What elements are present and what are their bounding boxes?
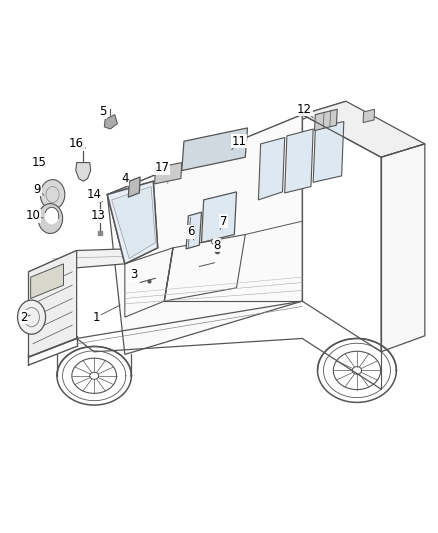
Polygon shape xyxy=(381,144,425,352)
Circle shape xyxy=(45,207,59,224)
Polygon shape xyxy=(363,109,374,123)
Circle shape xyxy=(38,204,63,233)
Text: 16: 16 xyxy=(69,138,84,150)
Text: 7: 7 xyxy=(219,215,227,228)
Text: 9: 9 xyxy=(33,183,41,196)
Polygon shape xyxy=(28,248,158,272)
Polygon shape xyxy=(107,181,158,264)
Text: 8: 8 xyxy=(213,239,220,252)
Polygon shape xyxy=(314,109,337,131)
Polygon shape xyxy=(31,264,64,298)
Polygon shape xyxy=(182,128,247,171)
Text: 3: 3 xyxy=(130,268,137,281)
Polygon shape xyxy=(112,187,155,259)
Polygon shape xyxy=(258,138,285,200)
Text: 11: 11 xyxy=(231,135,246,148)
Text: 14: 14 xyxy=(87,188,102,201)
Polygon shape xyxy=(28,251,77,357)
Polygon shape xyxy=(76,163,91,181)
Text: 15: 15 xyxy=(32,156,47,169)
Text: 2: 2 xyxy=(20,311,28,324)
Text: 17: 17 xyxy=(155,161,170,174)
Text: 6: 6 xyxy=(187,225,194,238)
Polygon shape xyxy=(201,192,237,243)
Text: 1: 1 xyxy=(92,311,100,324)
Polygon shape xyxy=(155,163,182,184)
Text: 13: 13 xyxy=(91,209,106,222)
Polygon shape xyxy=(107,115,302,354)
Circle shape xyxy=(40,180,65,209)
Polygon shape xyxy=(128,177,140,197)
Polygon shape xyxy=(285,129,313,193)
Polygon shape xyxy=(302,101,425,157)
Polygon shape xyxy=(107,101,346,195)
Text: 10: 10 xyxy=(25,209,40,222)
Text: 4: 4 xyxy=(121,172,129,185)
Polygon shape xyxy=(313,122,344,182)
Circle shape xyxy=(18,300,46,334)
Polygon shape xyxy=(186,212,201,249)
Text: 5: 5 xyxy=(99,106,106,118)
Text: 12: 12 xyxy=(297,103,312,116)
Polygon shape xyxy=(104,115,117,129)
